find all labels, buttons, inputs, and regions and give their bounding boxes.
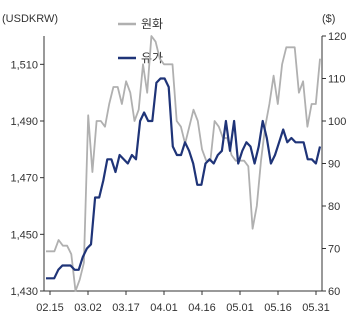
x-tick-label: 03.02 <box>74 302 102 314</box>
right-axis-unit: ($) <box>322 13 335 25</box>
legend-label-won: 원화 <box>141 17 163 31</box>
series-line-oil <box>46 77 322 280</box>
series-line-won <box>46 35 321 292</box>
left-tick-label: 1,490 <box>10 116 38 128</box>
x-tick-label: 05.16 <box>264 302 292 314</box>
x-tick-label: 05.31 <box>302 302 330 314</box>
left-axis-unit: (USDKRW) <box>2 13 58 25</box>
x-tick-label: 04.01 <box>150 302 178 314</box>
right-tick-label: 70 <box>328 244 340 256</box>
right-tick-label: 90 <box>328 159 340 171</box>
left-axis-ticks: 1,430 1,450 1,470 1,490 1,510 <box>10 59 44 298</box>
right-tick-label: 120 <box>328 31 346 43</box>
legend-label-oil: 유가 <box>141 51 163 65</box>
left-tick-label: 1,450 <box>10 229 38 241</box>
right-axis-ticks: 60 70 80 90 100 110 120 <box>322 31 346 298</box>
x-axis-ticks: 02.15 03.02 03.17 04.01 04.16 05.01 05.16 05.31 <box>36 291 330 314</box>
left-tick-label: 1,430 <box>10 286 38 298</box>
right-tick-label: 110 <box>328 74 346 86</box>
left-tick-label: 1,470 <box>10 173 38 185</box>
x-tick-label: 04.16 <box>188 302 216 314</box>
legend: 원화 유가 <box>118 17 163 65</box>
x-tick-label: 03.17 <box>112 302 140 314</box>
right-tick-label: 100 <box>328 116 346 128</box>
right-tick-label: 80 <box>328 201 340 213</box>
series-layer <box>46 35 322 292</box>
left-tick-label: 1,510 <box>10 59 38 71</box>
x-tick-label: 05.01 <box>226 302 254 314</box>
right-tick-label: 60 <box>328 286 340 298</box>
x-tick-label: 02.15 <box>36 302 64 314</box>
